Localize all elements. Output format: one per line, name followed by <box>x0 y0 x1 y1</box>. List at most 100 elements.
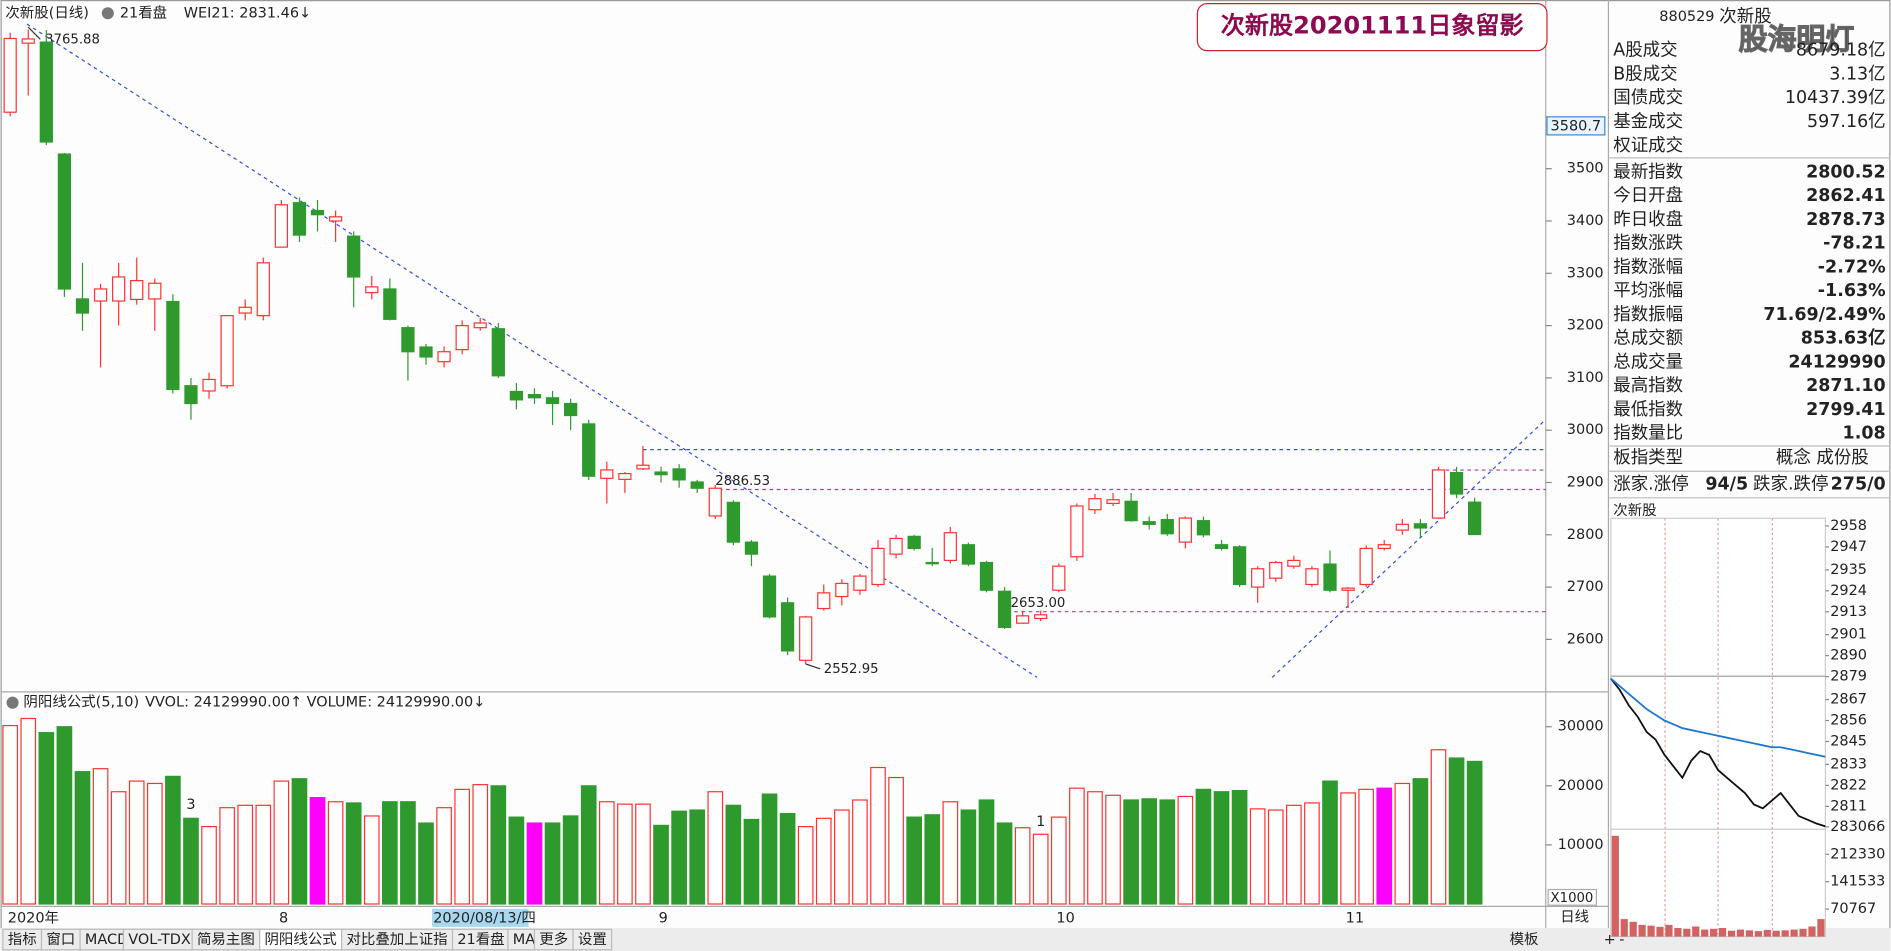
y-tick-label: 20000 <box>1558 778 1604 794</box>
candle-body <box>744 541 759 555</box>
tab-label[interactable]: + <box>1604 932 1616 948</box>
y-tick-label: 3000 <box>1567 422 1604 438</box>
candle-body <box>347 235 361 278</box>
y-tick-label: 10000 <box>1558 837 1604 853</box>
y-tick-label: 3500 <box>1567 161 1604 177</box>
candle-body <box>75 298 90 314</box>
candle-body <box>509 390 524 401</box>
tab-label[interactable]: - <box>1619 932 1624 948</box>
volume-bar <box>436 807 452 905</box>
candle-body <box>1413 523 1428 529</box>
volume-bar <box>1322 780 1338 905</box>
candle-body <box>907 535 921 549</box>
y-tick-label: 283066 <box>1830 819 1885 835</box>
candle-body <box>780 602 795 652</box>
trend-line <box>26 23 1038 678</box>
candle-body <box>130 280 144 301</box>
info-label: 今日开盘 <box>1613 186 1683 206</box>
candle-body <box>997 590 1012 628</box>
scale-label: X1000 <box>1551 891 1594 906</box>
volume-bar <box>562 815 579 905</box>
tab[interactable] <box>572 928 613 951</box>
info-value: 1.08 <box>1843 424 1886 444</box>
candle-body <box>799 616 813 661</box>
candle-body <box>1016 615 1030 624</box>
volume-bar <box>1358 788 1374 905</box>
info-label: 总成交量 <box>1613 352 1683 372</box>
tab-label[interactable]: 21看盘 <box>457 930 504 948</box>
y-tick-label: 3300 <box>1567 265 1604 281</box>
tab-label[interactable]: 指标 <box>8 931 37 948</box>
x-tick-label: 9 <box>659 910 668 926</box>
tab-label[interactable]: 模板 <box>1510 930 1539 948</box>
tab-label[interactable]: 窗口 <box>46 930 75 948</box>
candle-body <box>1232 546 1247 586</box>
volume-bar <box>1430 749 1447 905</box>
tab-label[interactable]: MA <box>513 932 535 948</box>
candle-body <box>979 561 994 591</box>
candle-body <box>1269 561 1283 579</box>
tab-label[interactable]: 对比叠加上证指 <box>346 931 447 948</box>
volume-bar <box>382 801 398 905</box>
volume-bar <box>490 785 507 905</box>
y-tick-label: 2947 <box>1830 539 1867 555</box>
info-value: 2800.52 <box>1806 162 1886 182</box>
candle-body <box>545 397 560 405</box>
candle-body <box>1106 499 1120 505</box>
candle-body <box>310 209 325 216</box>
candle-body <box>853 575 867 591</box>
tab-label[interactable]: 更多 <box>539 931 568 948</box>
low-label: 2552.95 <box>824 662 879 677</box>
candle-body <box>1088 498 1102 511</box>
axis-marker: 3580.7 <box>1551 118 1602 134</box>
trend-line <box>1271 419 1547 678</box>
info-label: 最低指数 <box>1613 400 1683 420</box>
intraday-volume-bar <box>1718 928 1727 937</box>
volume-bar <box>1195 788 1212 905</box>
tab-label[interactable]: 设置 <box>578 931 607 948</box>
candle-body <box>708 487 722 517</box>
tab-label[interactable]: MACD <box>85 932 128 948</box>
volume-bar <box>1249 808 1266 905</box>
intraday-volume-bar <box>1692 926 1700 937</box>
y-tick-label: 141533 <box>1830 874 1885 890</box>
annotation-arrow <box>27 26 41 40</box>
intraday-volume-bar <box>1727 930 1736 937</box>
volume-bar <box>1448 757 1465 905</box>
candle-body <box>690 481 704 489</box>
volume-bar <box>255 804 272 905</box>
title-box-text: 次新股20201111日象留影 <box>1221 12 1524 40</box>
y-tick-label: 2924 <box>1830 583 1867 599</box>
bar-note: 3 <box>186 797 195 813</box>
tab-label[interactable]: 日线 <box>1560 908 1589 925</box>
volume-bar <box>1376 787 1393 905</box>
candle-body <box>1251 568 1265 588</box>
volume-bar <box>1304 802 1320 905</box>
tab-label[interactable]: 简易主图 <box>197 931 255 948</box>
breadth-label: 涨家.涨停 <box>1613 475 1688 495</box>
tab-label[interactable]: VOL-TDX <box>128 932 191 948</box>
volume-bar <box>743 818 760 905</box>
candle-body <box>437 351 451 363</box>
info-label: 板指类型 <box>1613 448 1683 468</box>
volume-bar <box>815 817 832 905</box>
candle-body <box>401 327 415 353</box>
intraday-volume-bar <box>1620 919 1628 937</box>
info-value: -1.63% <box>1818 281 1886 301</box>
info-label: 昨日收盘 <box>1613 210 1683 230</box>
volume-bar <box>92 768 109 905</box>
annotation-arrow <box>805 663 821 670</box>
candle-body <box>835 582 849 598</box>
tab-label[interactable]: 阴阳线公式 <box>264 931 336 948</box>
info-value: 853.63亿 <box>1801 328 1886 349</box>
info-value: 2862.41 <box>1806 186 1886 206</box>
info-value: 3.13亿 <box>1829 64 1885 84</box>
indicator: VOLUME: 24129990.00↓ <box>307 695 486 711</box>
candle-body <box>1287 559 1301 567</box>
info-label: 指数振幅 <box>1613 305 1683 325</box>
intraday-volume-bar <box>1710 928 1718 937</box>
volume-bar <box>1412 778 1429 905</box>
candle-body <box>1377 544 1391 549</box>
